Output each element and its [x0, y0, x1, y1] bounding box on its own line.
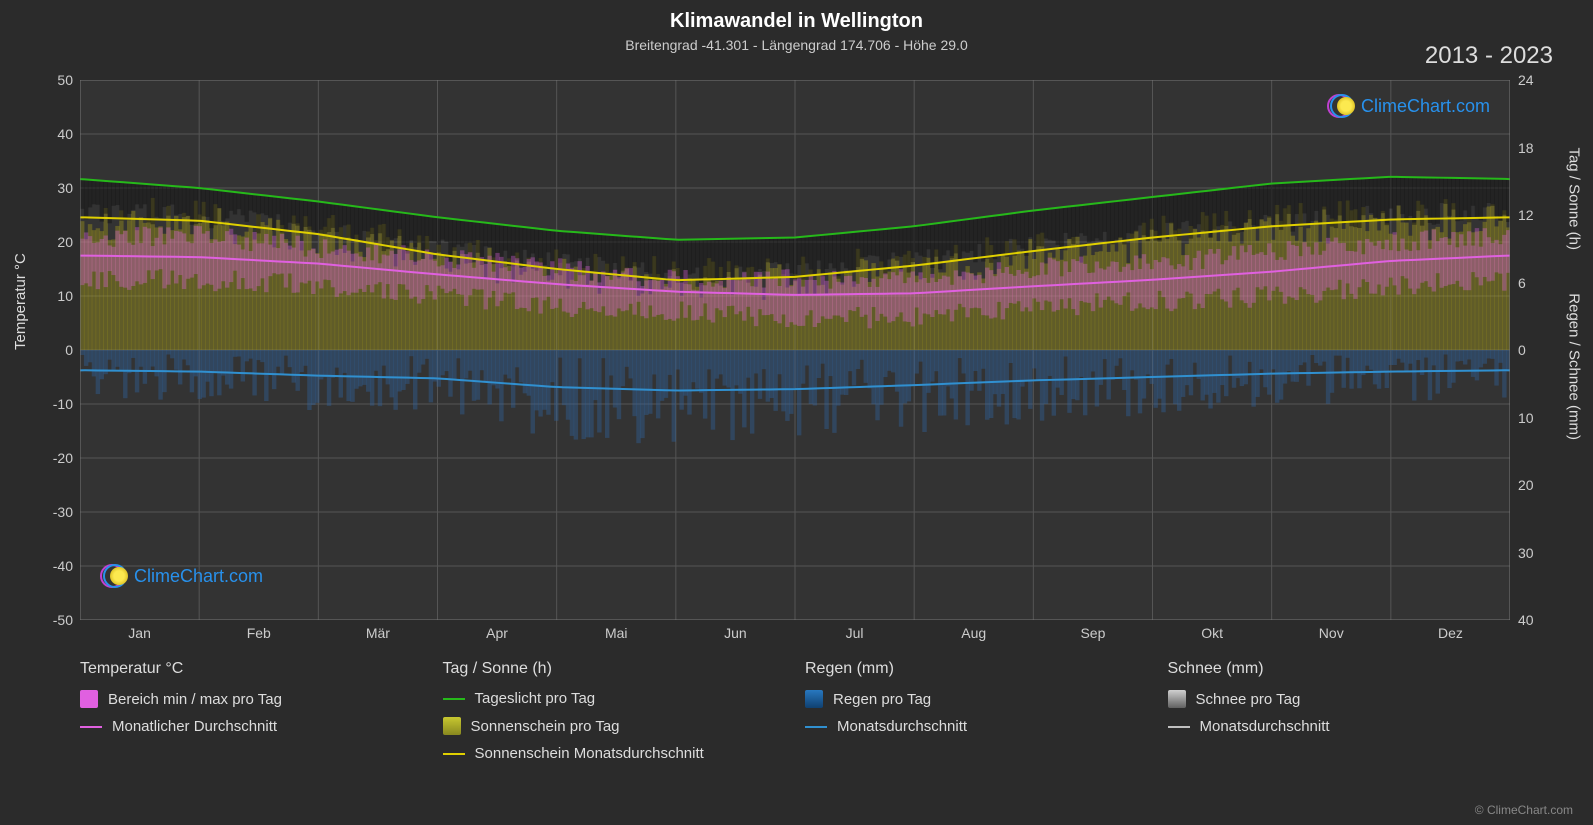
- legend-item: Tageslicht pro Tag: [443, 690, 786, 707]
- legend-group: Regen (mm) Regen pro Tag Monatsdurchschnit…: [805, 660, 1148, 772]
- legend-swatch: [80, 690, 98, 708]
- climechart-logo-icon: [100, 562, 128, 590]
- y-tick-right: 6: [1518, 275, 1526, 291]
- legend-label: Monatsdurchschnitt: [1200, 718, 1330, 735]
- legend-label: Bereich min / max pro Tag: [108, 691, 282, 708]
- year-range: 2013 - 2023: [1425, 42, 1553, 70]
- x-tick-month: Okt: [1201, 625, 1223, 641]
- copyright: © ClimeChart.com: [1475, 803, 1573, 817]
- legend-label: Monatlicher Durchschnitt: [112, 718, 277, 735]
- chart-plot-area: ClimeChart.com ClimeChart.com: [80, 80, 1510, 620]
- legend-swatch: [443, 698, 465, 700]
- legend-swatch: [805, 726, 827, 728]
- legend-swatch: [805, 690, 823, 708]
- y-axis-right-top-label: Tag / Sonne (h): [1566, 147, 1583, 250]
- y-tick-right: 20: [1518, 477, 1534, 493]
- y-tick-right: 18: [1518, 140, 1534, 156]
- x-tick-month: Aug: [961, 625, 986, 641]
- y-tick-right: 10: [1518, 410, 1534, 426]
- chart-title: Klimawandel in Wellington: [0, 0, 1593, 33]
- chart-svg: [80, 80, 1510, 620]
- y-tick-left: 40: [13, 126, 73, 142]
- legend: Temperatur °C Bereich min / max pro Tag Mo…: [80, 660, 1510, 772]
- y-tick-left: -30: [13, 504, 73, 520]
- legend-swatch: [1168, 726, 1190, 728]
- legend-group-title: Schnee (mm): [1168, 660, 1511, 678]
- legend-swatch: [443, 753, 465, 755]
- x-tick-month: Jan: [128, 625, 151, 641]
- y-axis-right-bot-label: Regen / Schnee (mm): [1566, 293, 1583, 440]
- legend-swatch: [443, 717, 461, 735]
- climechart-logo-icon: [1327, 92, 1355, 120]
- legend-label: Schnee pro Tag: [1196, 691, 1301, 708]
- legend-label: Regen pro Tag: [833, 691, 931, 708]
- legend-group: Tag / Sonne (h) Tageslicht pro Tag Sonnens…: [443, 660, 786, 772]
- legend-group: Schnee (mm) Schnee pro Tag Monatsdurchschn…: [1168, 660, 1511, 772]
- y-tick-right: 30: [1518, 545, 1534, 561]
- legend-item: Regen pro Tag: [805, 690, 1148, 708]
- y-tick-left: 10: [13, 288, 73, 304]
- legend-item: Sonnenschein Monatsdurchschnitt: [443, 745, 786, 762]
- logo-text: ClimeChart.com: [134, 566, 263, 587]
- x-tick-month: Dez: [1438, 625, 1463, 641]
- logo-text: ClimeChart.com: [1361, 96, 1490, 117]
- legend-item: Sonnenschein pro Tag: [443, 717, 786, 735]
- y-tick-left: 30: [13, 180, 73, 196]
- x-tick-month: Feb: [247, 625, 271, 641]
- y-tick-left: 20: [13, 234, 73, 250]
- legend-swatch: [1168, 690, 1186, 708]
- legend-swatch: [80, 726, 102, 728]
- y-tick-left: -20: [13, 450, 73, 466]
- y-tick-right: 24: [1518, 72, 1534, 88]
- y-tick-right: 40: [1518, 612, 1534, 628]
- legend-item: Monatlicher Durchschnitt: [80, 718, 423, 735]
- y-tick-left: -50: [13, 612, 73, 628]
- x-tick-month: Sep: [1080, 625, 1105, 641]
- legend-item: Monatsdurchschnitt: [1168, 718, 1511, 735]
- y-tick-left: 0: [13, 342, 73, 358]
- legend-group-title: Regen (mm): [805, 660, 1148, 678]
- y-tick-right: 12: [1518, 207, 1534, 223]
- x-tick-month: Jun: [724, 625, 747, 641]
- x-tick-month: Nov: [1319, 625, 1344, 641]
- legend-label: Sonnenschein Monatsdurchschnitt: [475, 745, 704, 762]
- x-tick-month: Mär: [366, 625, 390, 641]
- x-tick-month: Apr: [486, 625, 508, 641]
- legend-label: Tageslicht pro Tag: [475, 690, 596, 707]
- y-tick-left: -10: [13, 396, 73, 412]
- y-tick-left: -40: [13, 558, 73, 574]
- legend-item: Monatsdurchschnitt: [805, 718, 1148, 735]
- legend-label: Sonnenschein pro Tag: [471, 718, 620, 735]
- legend-item: Bereich min / max pro Tag: [80, 690, 423, 708]
- legend-group-title: Temperatur °C: [80, 660, 423, 678]
- logo-bottom: ClimeChart.com: [100, 562, 263, 590]
- x-tick-month: Jul: [846, 625, 864, 641]
- chart-subtitle: Breitengrad -41.301 - Längengrad 174.706…: [0, 37, 1593, 53]
- legend-item: Schnee pro Tag: [1168, 690, 1511, 708]
- legend-group: Temperatur °C Bereich min / max pro Tag Mo…: [80, 660, 423, 772]
- legend-group-title: Tag / Sonne (h): [443, 660, 786, 678]
- x-tick-month: Mai: [605, 625, 628, 641]
- legend-label: Monatsdurchschnitt: [837, 718, 967, 735]
- logo-top: ClimeChart.com: [1327, 92, 1490, 120]
- y-tick-left: 50: [13, 72, 73, 88]
- y-tick-right: 0: [1518, 342, 1526, 358]
